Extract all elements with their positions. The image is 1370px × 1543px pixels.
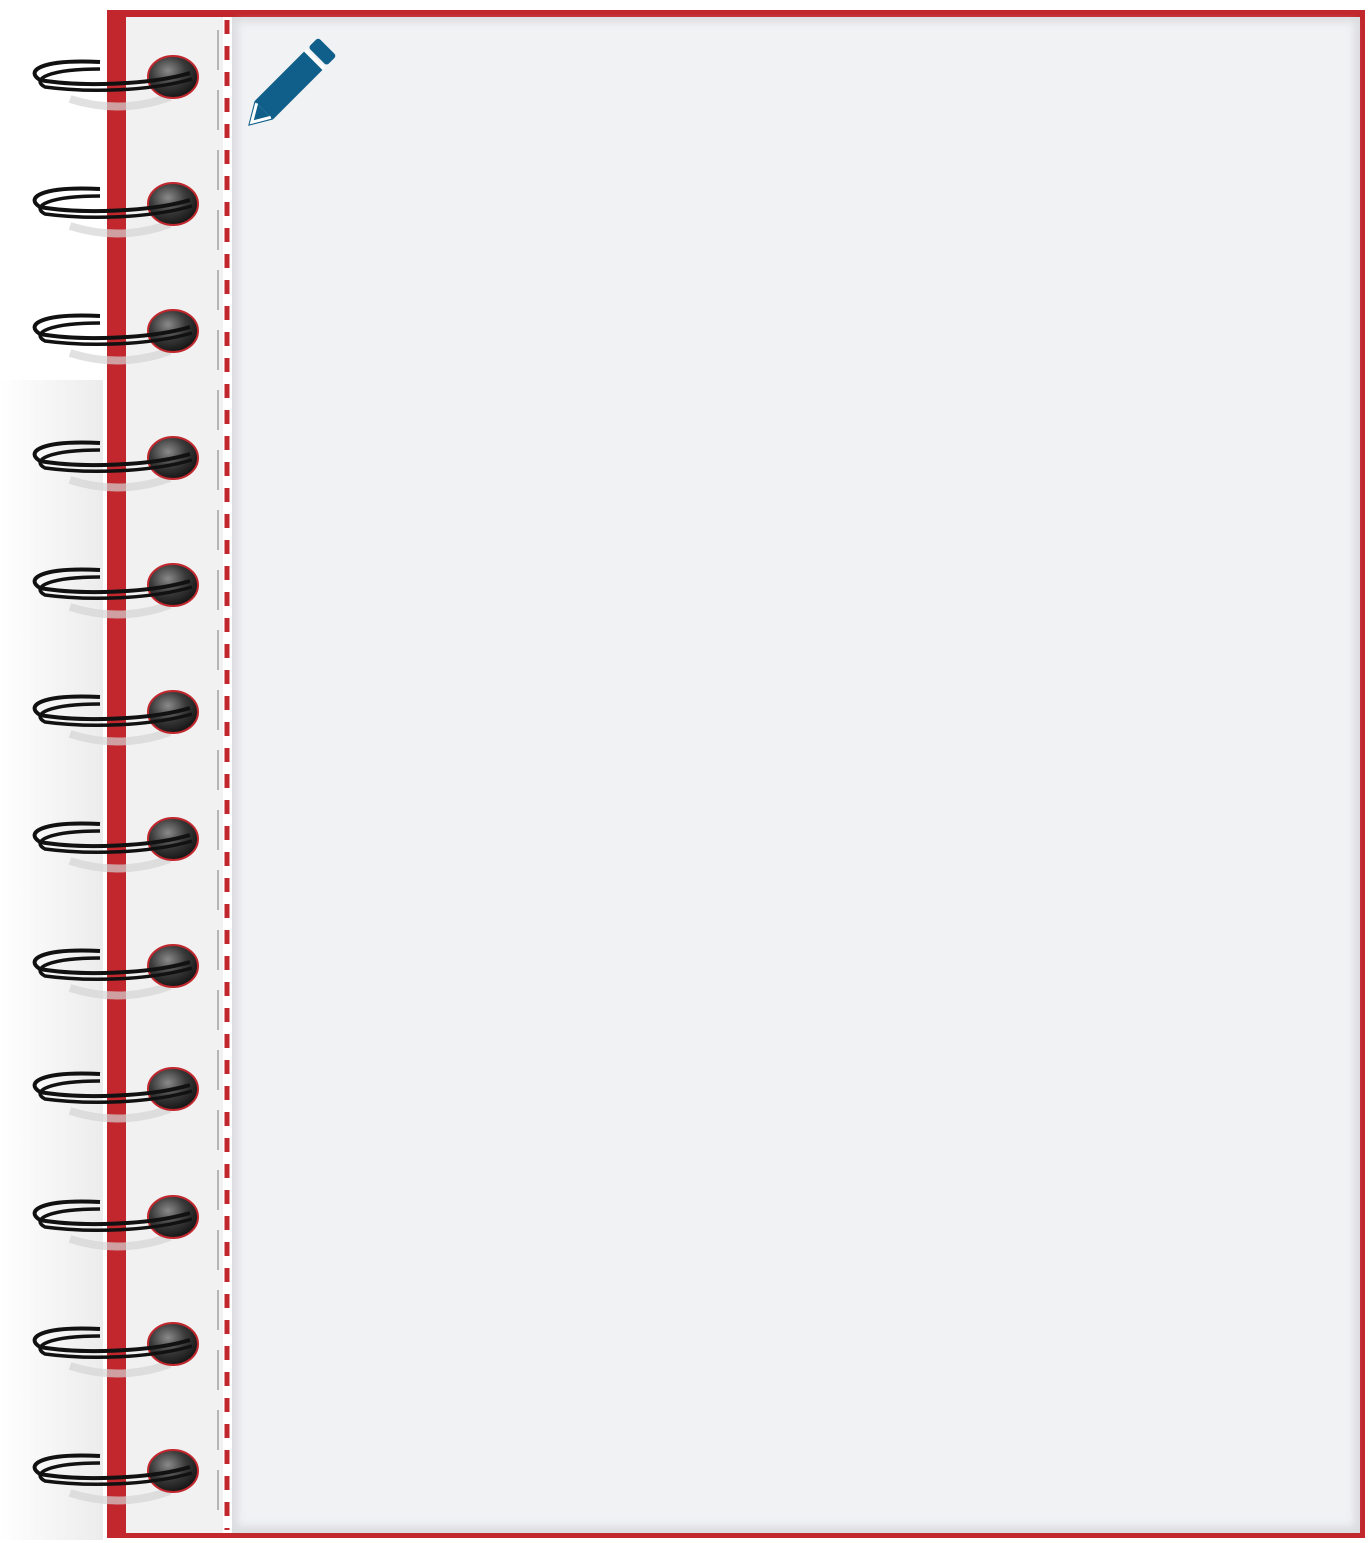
page-shadow	[0, 380, 103, 1540]
notebook	[0, 0, 1370, 1543]
binding-strip	[126, 17, 223, 1533]
page: (() => { const svg = document.getElement…	[0, 0, 1370, 1543]
paper	[238, 22, 1354, 1526]
